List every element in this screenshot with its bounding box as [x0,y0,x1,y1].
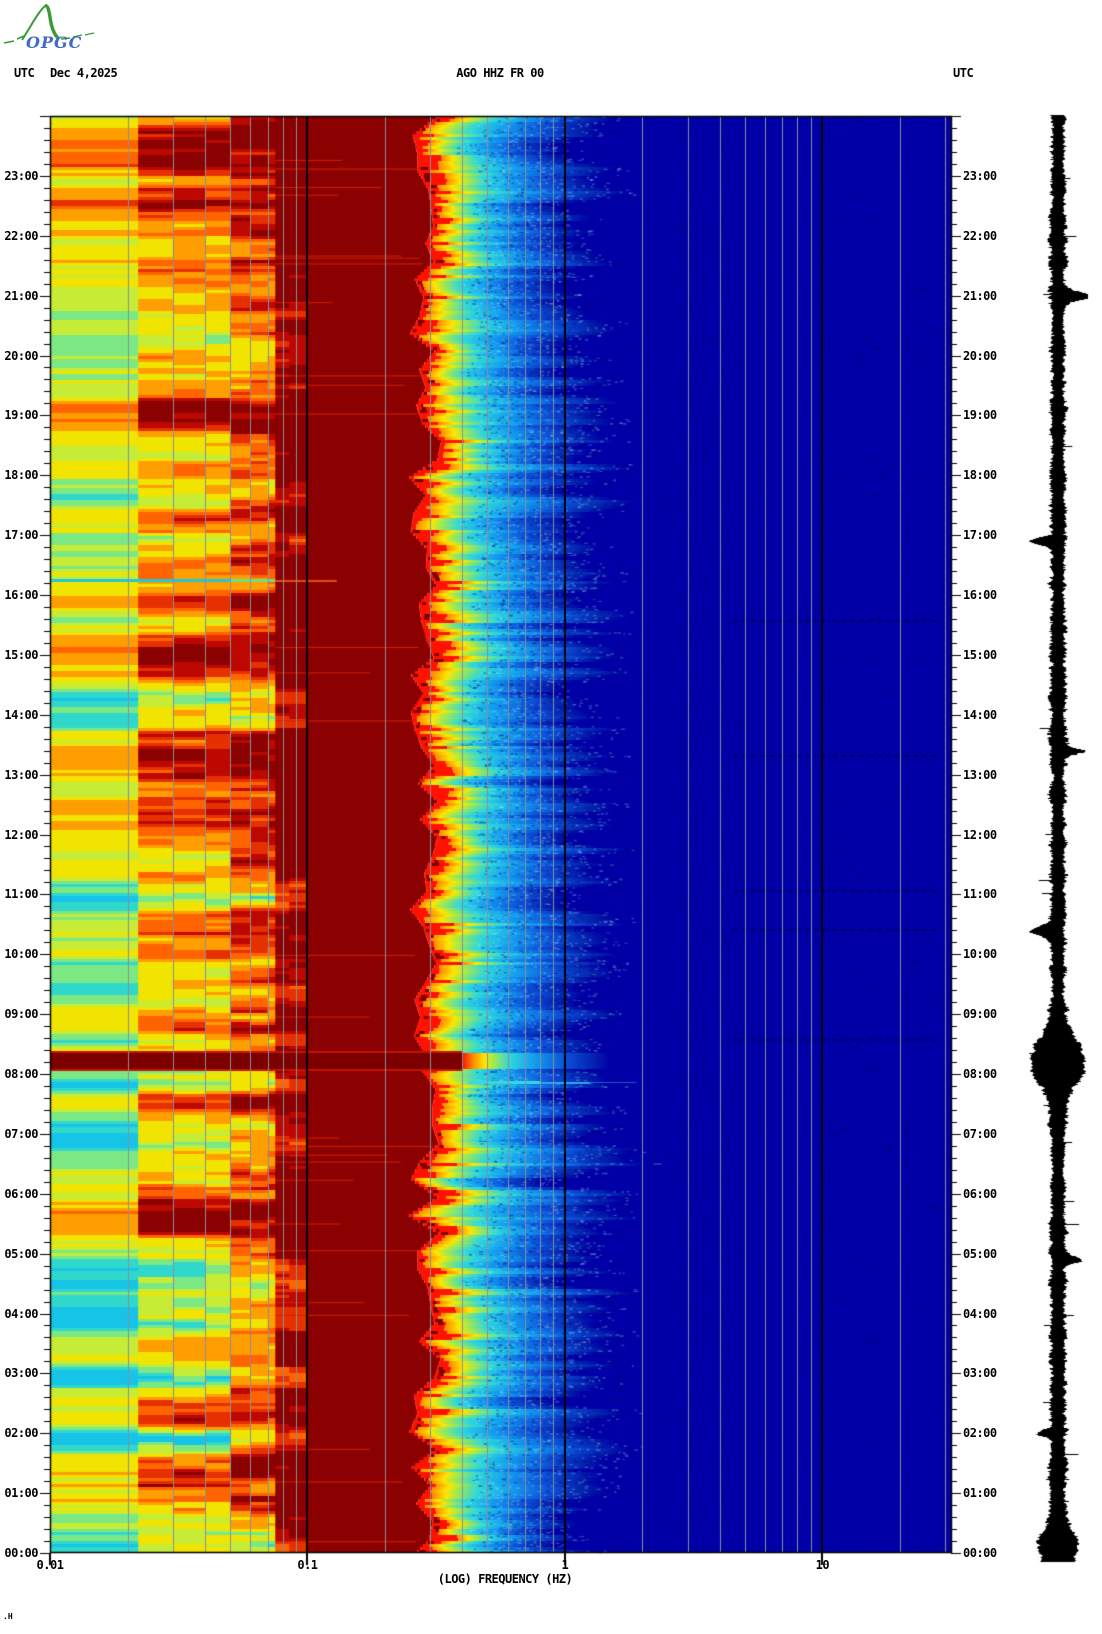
opgc-logo: OPGC [3,4,95,52]
y-axis-hour-label-right: 20:00 [963,348,997,363]
x-axis-title: (LOG) FREQUENCY (HZ) [437,1572,573,1586]
y-axis-hour-label-right: 05:00 [963,1246,997,1261]
y-axis-hour-label-left: 03:00 [4,1366,38,1381]
y-axis-hour-label-left: 02:00 [4,1426,38,1441]
y-axis-hour-label-left: 10:00 [4,947,38,962]
y-axis-hour-label-left: 18:00 [4,468,38,483]
y-axis-hour-label-right: 13:00 [963,767,997,782]
y-axis-hour-label-right: 10:00 [963,947,997,962]
x-axis-tick-label: 10 [815,1558,830,1572]
y-axis-hour-label-left: 09:00 [4,1007,38,1022]
y-axis-hour-label-right: 04:00 [963,1306,997,1321]
y-axis-hour-label-right: 17:00 [963,528,997,543]
y-axis-hour-label-left: 12:00 [4,827,38,842]
header-timezone-left: UTC [14,66,35,80]
y-axis-hour-label-left: 07:00 [4,1126,38,1141]
y-axis-hour-label-right: 06:00 [963,1186,997,1201]
y-axis-hour-label-left: 11:00 [4,887,38,902]
y-axis-hour-label-right: 19:00 [963,408,997,423]
y-axis-hour-label-right: 16:00 [963,588,997,602]
y-axis-hour-label-right: 23:00 [963,168,997,183]
y-axis-hour-label-right: 22:00 [963,228,997,243]
y-axis-hour-label-left: 04:00 [4,1306,38,1321]
logo-mountain-peak-icon [44,4,60,40]
y-axis-hour-label-left: 13:00 [4,767,38,782]
y-axis-hour-label-left: 21:00 [4,288,38,303]
y-axis-hour-label-left: 20:00 [4,348,38,363]
x-axis-tick-label: 0.1 [297,1558,318,1572]
y-axis-hour-label-left: 15:00 [4,647,38,662]
y-axis-hour-label-left: 17:00 [4,528,38,543]
y-axis-hour-label-left: 06:00 [4,1186,38,1201]
page-title: AGO HHZ FR 00 [456,66,544,80]
y-axis-hour-label-right: 00:00 [963,1546,997,1560]
y-axis-hour-label-right: 08:00 [963,1067,997,1081]
y-axis-hour-label-right: 01:00 [963,1486,997,1501]
y-axis-hour-label-left: 16:00 [4,588,38,602]
y-axis-hour-label-right: 18:00 [963,468,997,483]
y-axis-hour-label-left: 05:00 [4,1246,38,1261]
y-axis-hour-label-left: 14:00 [4,707,38,722]
logo-mountain-foot-right-icon [60,32,95,40]
y-axis-hour-label-right: 14:00 [963,707,997,722]
y-axis-hour-label-right: 09:00 [963,1007,997,1022]
x-axis-tick-label: 1 [561,1558,569,1572]
logo-mountain-foot-left-icon [3,35,25,44]
header-date: Dec 4,2025 [50,66,118,80]
y-axis-hour-label-right: 02:00 [963,1426,997,1441]
y-axis-hour-label-right: 15:00 [963,647,997,662]
y-axis-hour-label-left: 01:00 [4,1486,38,1501]
y-axis-hour-label-right: 21:00 [963,288,997,303]
x-axis-tick-label: 0.01 [36,1558,64,1572]
y-axis-hour-label-right: 07:00 [963,1126,997,1141]
y-axis-hour-label-left: 19:00 [4,408,38,423]
logo-text: OPGC [26,33,82,52]
y-axis-hour-label-left: 08:00 [4,1067,38,1081]
y-axis-hour-label-right: 12:00 [963,827,997,842]
y-axis-hour-label-right: 03:00 [963,1366,997,1381]
corner-mark: .H [3,1612,13,1621]
y-axis-hour-label-left: 22:00 [4,228,38,243]
y-axis-hour-label-right: 11:00 [963,887,997,902]
y-axis-hour-label-left: 00:00 [4,1546,38,1560]
y-axis-hour-label-left: 23:00 [4,168,38,183]
logo-mountain-slope-icon [21,5,46,41]
header-timezone-right: UTC [953,66,974,80]
